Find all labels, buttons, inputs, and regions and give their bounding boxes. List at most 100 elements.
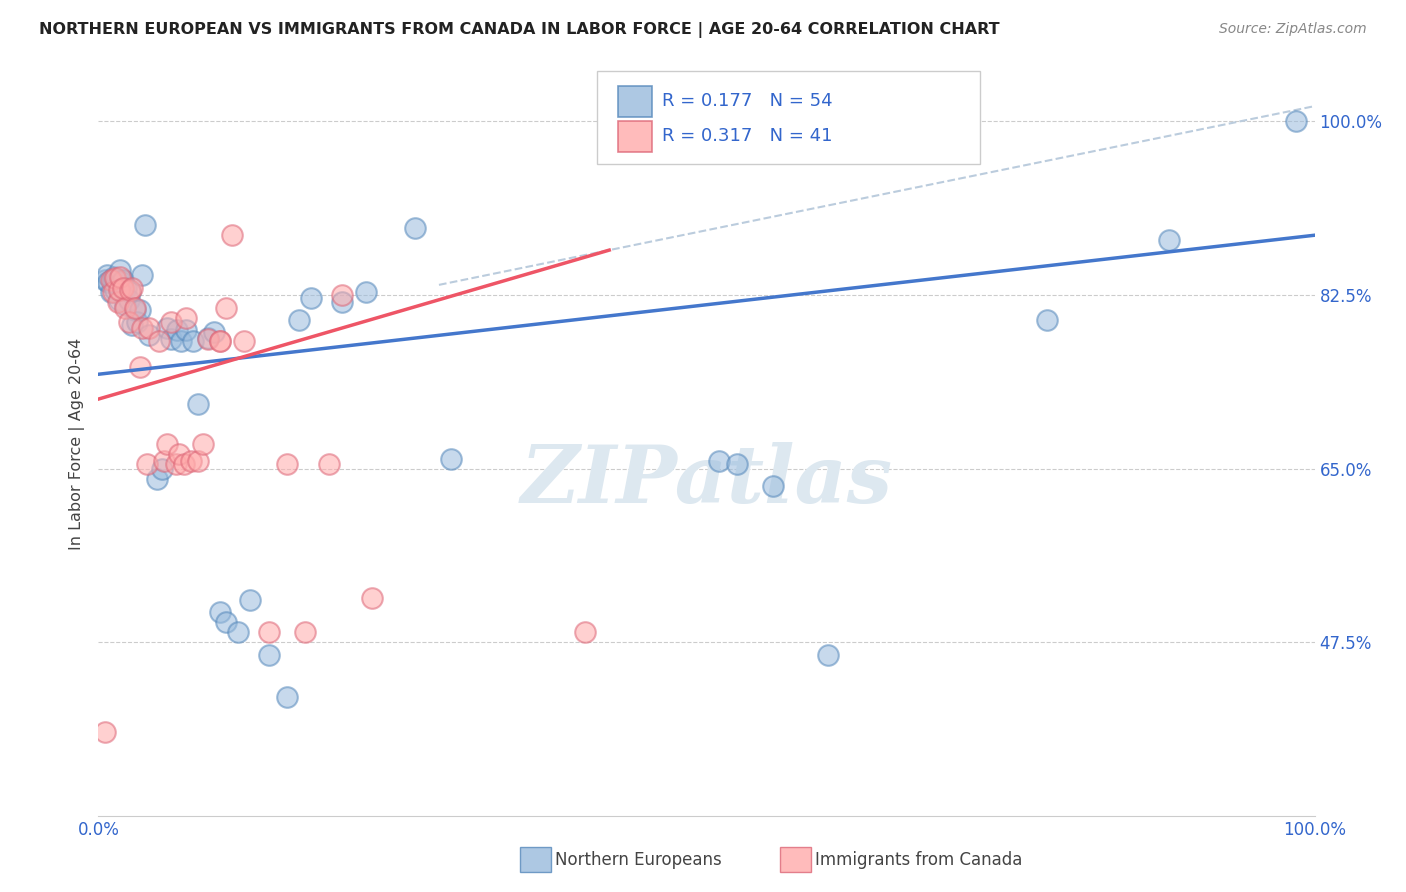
- Point: [160, 333, 183, 347]
- Point: [174, 322, 197, 336]
- Point: [148, 334, 170, 349]
- Point: [202, 325, 225, 339]
- Point: [131, 320, 153, 334]
- Point: [288, 312, 311, 326]
- Point: [111, 281, 134, 295]
- Y-axis label: In Labor Force | Age 20-64: In Labor Force | Age 20-64: [69, 338, 84, 549]
- FancyBboxPatch shape: [617, 86, 652, 117]
- Point: [97, 275, 120, 289]
- Point: [110, 263, 132, 277]
- Point: [134, 219, 156, 233]
- Point: [180, 453, 202, 467]
- Point: [233, 334, 256, 349]
- Point: [121, 318, 143, 332]
- Point: [96, 268, 118, 282]
- Point: [1036, 312, 1059, 326]
- Point: [160, 315, 183, 329]
- Point: [110, 269, 132, 284]
- Point: [361, 591, 384, 605]
- Point: [257, 648, 280, 663]
- Text: R = 0.177   N = 54: R = 0.177 N = 54: [661, 92, 832, 110]
- Point: [103, 269, 125, 284]
- Point: [105, 273, 128, 287]
- Point: [762, 479, 785, 493]
- Point: [209, 334, 232, 349]
- Point: [209, 334, 232, 349]
- Point: [354, 285, 377, 299]
- Point: [276, 457, 298, 471]
- Point: [170, 334, 193, 349]
- Point: [118, 283, 141, 297]
- Text: Northern Europeans: Northern Europeans: [555, 851, 723, 869]
- Point: [131, 268, 153, 282]
- Point: [104, 283, 127, 297]
- Point: [197, 330, 219, 344]
- Point: [155, 436, 177, 450]
- Point: [107, 277, 129, 292]
- Point: [221, 228, 243, 243]
- Point: [299, 291, 322, 305]
- Point: [174, 310, 197, 325]
- Point: [100, 273, 122, 287]
- Point: [294, 625, 316, 640]
- Point: [114, 301, 136, 315]
- Point: [209, 605, 232, 619]
- Point: [187, 397, 209, 411]
- Point: [101, 273, 124, 287]
- Point: [121, 281, 143, 295]
- FancyBboxPatch shape: [617, 120, 652, 152]
- Point: [181, 334, 204, 349]
- Point: [707, 453, 730, 467]
- Text: Immigrants from Canada: Immigrants from Canada: [815, 851, 1022, 869]
- Point: [124, 301, 146, 315]
- Point: [93, 273, 115, 287]
- Point: [127, 315, 149, 329]
- Point: [138, 320, 160, 334]
- Point: [128, 302, 150, 317]
- Point: [153, 453, 176, 467]
- Point: [114, 298, 136, 312]
- Point: [138, 327, 160, 342]
- Point: [215, 301, 238, 315]
- Point: [226, 625, 249, 640]
- Point: [115, 281, 138, 295]
- Point: [124, 302, 146, 317]
- Point: [118, 285, 141, 299]
- Point: [146, 471, 169, 485]
- Point: [330, 287, 353, 301]
- Point: [110, 275, 132, 289]
- Point: [100, 285, 122, 299]
- Point: [330, 294, 353, 309]
- Point: [111, 273, 134, 287]
- Point: [101, 285, 124, 299]
- Text: NORTHERN EUROPEAN VS IMMIGRANTS FROM CANADA IN LABOR FORCE | AGE 20-64 CORRELATI: NORTHERN EUROPEAN VS IMMIGRANTS FROM CAN…: [39, 22, 1000, 38]
- Point: [107, 294, 129, 309]
- Point: [817, 648, 839, 663]
- Point: [93, 724, 115, 739]
- Point: [187, 453, 209, 467]
- Point: [725, 457, 748, 471]
- Text: ZIPatlas: ZIPatlas: [520, 442, 893, 520]
- Point: [197, 333, 219, 347]
- Point: [136, 457, 159, 471]
- Point: [1157, 233, 1180, 247]
- Point: [574, 625, 596, 640]
- Point: [257, 625, 280, 640]
- Point: [118, 293, 141, 307]
- Point: [318, 457, 340, 471]
- Point: [191, 436, 214, 450]
- Point: [173, 457, 195, 471]
- Point: [165, 457, 187, 471]
- Point: [166, 322, 188, 336]
- Point: [128, 360, 150, 375]
- Point: [104, 271, 127, 285]
- Point: [440, 451, 463, 466]
- Point: [155, 320, 177, 334]
- Point: [150, 461, 173, 475]
- Text: Source: ZipAtlas.com: Source: ZipAtlas.com: [1219, 22, 1367, 37]
- Point: [167, 447, 190, 461]
- Point: [404, 221, 426, 235]
- Text: R = 0.317   N = 41: R = 0.317 N = 41: [661, 128, 832, 145]
- FancyBboxPatch shape: [598, 71, 980, 164]
- Point: [1285, 114, 1308, 128]
